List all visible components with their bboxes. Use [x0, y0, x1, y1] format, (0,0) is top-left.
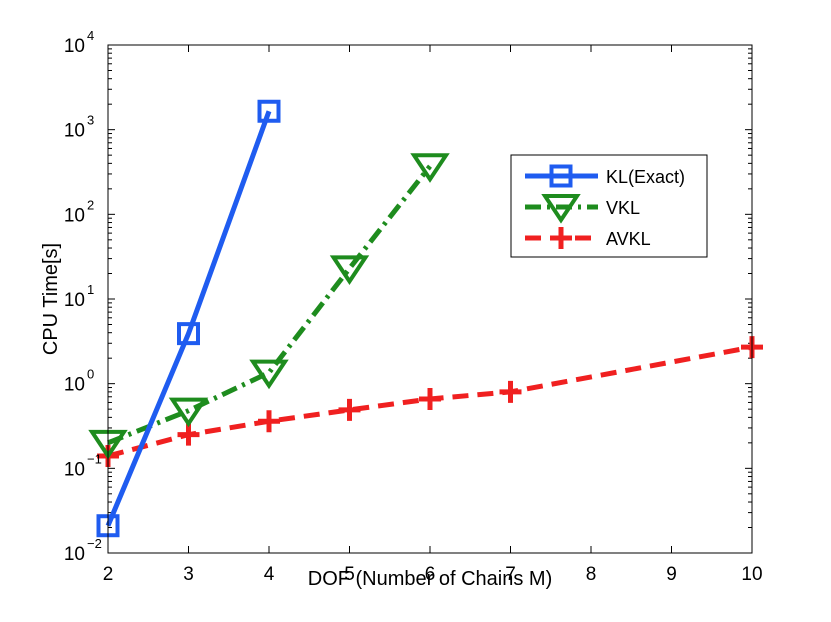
y-tick-base: 10	[64, 459, 85, 480]
plot-background	[108, 45, 752, 553]
y-tick-exponent: 1	[87, 282, 94, 297]
legend: KL(Exact) VKL AVKL	[510, 154, 708, 258]
y-tick-label: 10−1	[64, 451, 102, 480]
x-tick-labels: 2 3 4 5 6 7 8 9 10	[103, 564, 763, 585]
legend-box	[510, 154, 708, 258]
legend-label: KL(Exact)	[606, 167, 685, 187]
legend-label: VKL	[606, 198, 640, 218]
x-tick-label: 10	[741, 564, 762, 585]
data-point	[419, 387, 441, 410]
y-tick-exponent: −2	[87, 536, 102, 551]
legend-item: VKL	[525, 194, 640, 224]
x-tick-label: 6	[425, 564, 436, 585]
x-tick-label: 4	[264, 564, 275, 585]
y-tick-exponent: 0	[87, 367, 94, 382]
y-tick-label: 100	[64, 367, 94, 396]
data-point	[499, 380, 522, 403]
y-tick-exponent: 4	[87, 28, 94, 43]
y-tick-label: 102	[64, 197, 94, 226]
series-line	[105, 110, 272, 527]
x-tick-label: 9	[666, 564, 677, 585]
legend-marker	[541, 194, 581, 224]
y-tick-label: 103	[64, 113, 94, 142]
y-tick-base: 10	[64, 36, 85, 57]
legend-marker	[549, 164, 573, 188]
x-tick-label: 5	[344, 564, 355, 585]
y-tick-exponent: 2	[87, 197, 94, 212]
legend-label: AVKL	[606, 229, 651, 249]
y-tick-base: 10	[64, 205, 85, 226]
data-point	[177, 322, 200, 346]
data-point	[258, 410, 280, 433]
x-tick-label: 7	[505, 564, 516, 585]
y-tick-label: 104	[64, 28, 94, 57]
y-tick-label: 101	[64, 282, 94, 311]
plot-frame	[107, 44, 753, 554]
y-tick-exponent: 3	[87, 113, 94, 128]
x-tick-label: 2	[103, 564, 114, 585]
y-axis-label: CPU Time[s]	[40, 243, 62, 355]
data-point	[410, 153, 450, 183]
legend-item: KL(Exact)	[525, 164, 685, 188]
x-tick-label: 8	[586, 564, 597, 585]
data-point	[338, 398, 361, 421]
x-tick-label: 3	[183, 564, 194, 585]
x-axis-label: DOF (Number of Chains M)	[308, 568, 553, 590]
data-point	[257, 99, 281, 123]
y-tick-base: 10	[64, 375, 85, 396]
data-point	[249, 359, 289, 390]
series-kl-exact	[96, 99, 281, 538]
series-line	[107, 164, 432, 446]
y-tick-base: 10	[64, 544, 85, 565]
data-point	[177, 423, 200, 446]
y-tick-label: 10−2	[64, 536, 102, 565]
y-tick-base: 10	[64, 121, 85, 142]
data-point	[168, 397, 209, 428]
y-tick-base: 10	[64, 290, 85, 311]
legend-item: AVKL	[525, 227, 651, 249]
y-tick-exponent: −1	[87, 451, 102, 466]
legend-marker	[550, 227, 572, 249]
data-point	[329, 255, 370, 285]
